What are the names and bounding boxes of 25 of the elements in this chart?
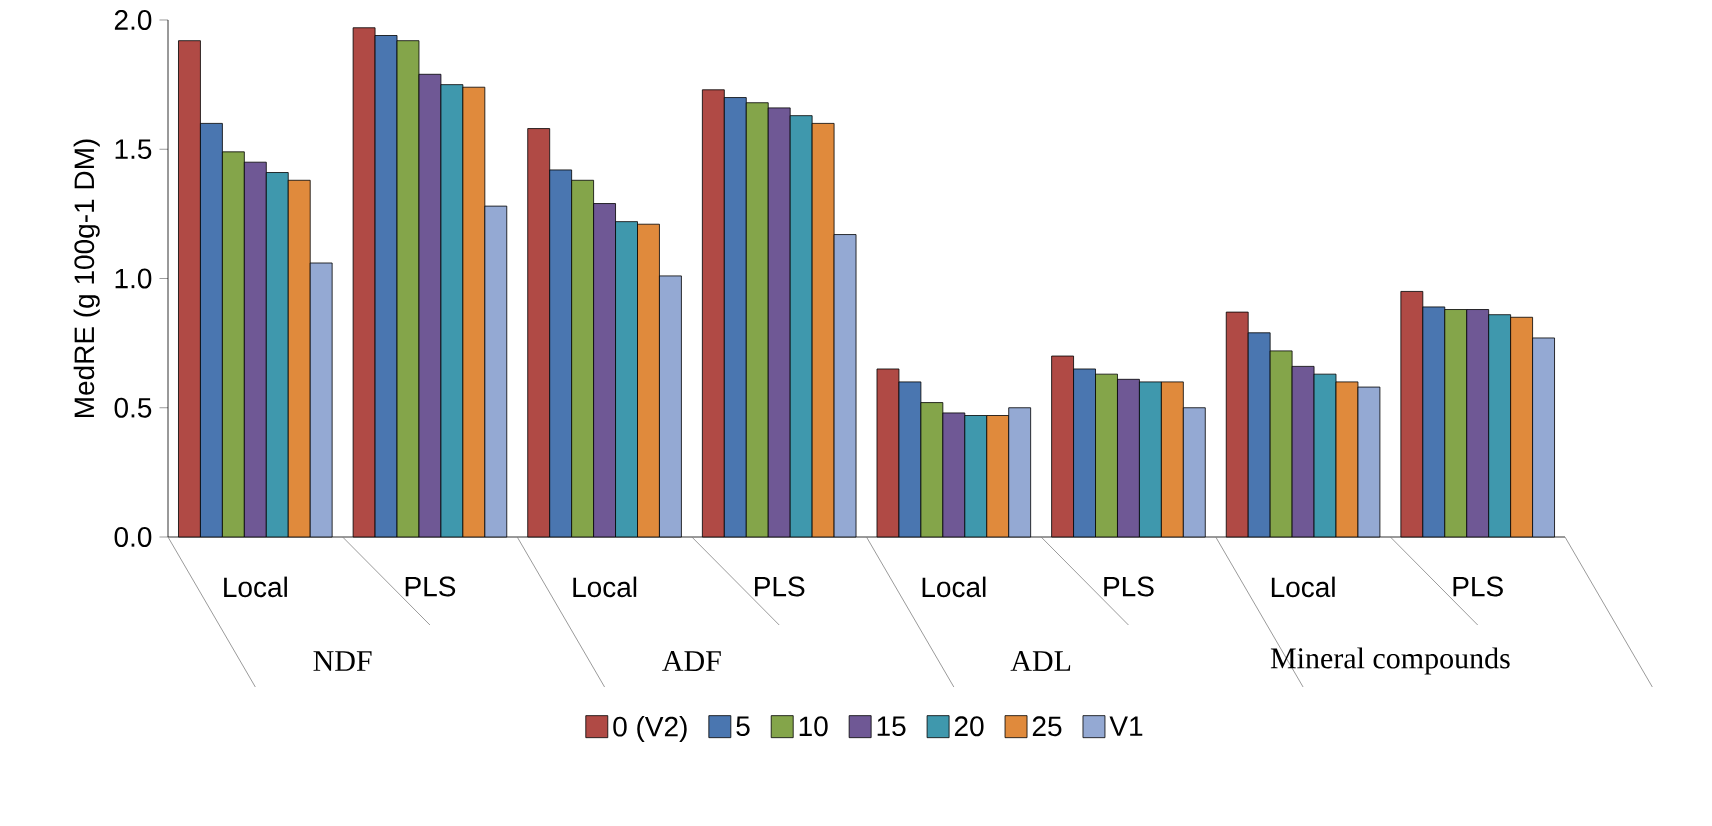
- x-tick-label: PLS: [405, 576, 456, 597]
- y-tick-label: 1.0: [115, 268, 152, 289]
- x-tick-label: Local: [922, 576, 986, 598]
- x-tick-label: PLS: [755, 576, 805, 597]
- y-axis-title: MedRE (g 100g-1 DM): [73, 139, 100, 418]
- legend-label: 10: [799, 716, 828, 737]
- legend-label: 15: [877, 716, 906, 737]
- y-tick-label: 1.5: [115, 139, 152, 160]
- y-tick-label: 0.0: [114, 527, 152, 547]
- y-tick-label: 2.0: [114, 10, 152, 30]
- x-tick-label: Local: [224, 576, 287, 598]
- x-tick-label: PLS: [1104, 576, 1154, 597]
- legend-label: 5: [736, 716, 750, 737]
- legend-label: 25: [1032, 716, 1062, 737]
- text: NDF: [313, 651, 372, 671]
- legend-label: 0 (V2): [613, 716, 687, 743]
- legend-label: 20: [954, 716, 984, 737]
- text: ADF: [662, 651, 721, 671]
- x-tick-label: PLS: [1453, 576, 1503, 597]
- text: ADL: [1010, 651, 1071, 671]
- x-tick-label: Local: [573, 576, 637, 598]
- x-tick-label: Local: [1271, 576, 1335, 598]
- legend-label: V1: [1109, 716, 1143, 736]
- y-tick-label: 0.5: [114, 397, 152, 418]
- text: Mineral compounds: [1270, 647, 1510, 675]
